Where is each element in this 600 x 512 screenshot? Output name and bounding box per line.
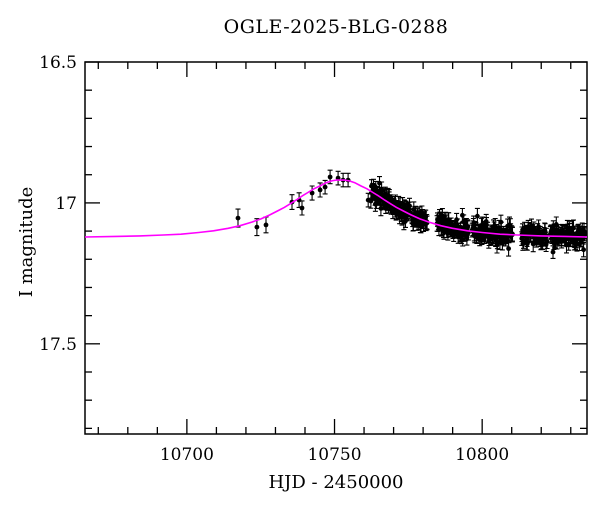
x-tick-label: 10700 (160, 445, 214, 465)
data-point (461, 219, 467, 225)
data-point (475, 213, 480, 219)
data-point (454, 217, 459, 223)
data-point (460, 237, 466, 243)
y-tick-label: 17 (55, 194, 77, 214)
data-point (377, 180, 382, 186)
x-tick-label: 10750 (307, 445, 361, 465)
data-point (498, 219, 504, 225)
data-point (480, 221, 485, 227)
data-point (531, 226, 537, 232)
data-point (582, 230, 587, 236)
data-point (423, 213, 429, 219)
data-point (451, 232, 457, 238)
data-point (536, 224, 541, 230)
data-point (553, 222, 559, 227)
data-point (566, 241, 572, 247)
data-point (411, 221, 416, 227)
data-point (438, 217, 444, 222)
data-point (373, 186, 379, 192)
data-point (550, 249, 556, 255)
data-point (530, 241, 536, 247)
data-point (544, 239, 550, 245)
data-point (492, 223, 498, 229)
y-tick-label: 16.5 (39, 53, 77, 73)
data-point (485, 227, 490, 233)
data-point (506, 246, 511, 252)
axis-ticks (85, 61, 587, 434)
data-point (403, 218, 408, 224)
data-point (483, 219, 489, 224)
data-point (309, 190, 315, 196)
data-point (535, 228, 540, 233)
plot-title: OGLE-2025-BLG-0288 (223, 16, 449, 38)
data-point (524, 241, 530, 247)
data-point (374, 199, 379, 205)
data-point (540, 239, 545, 245)
data-point (524, 236, 530, 242)
data-point (317, 187, 323, 193)
x-tick-label: 10800 (455, 445, 509, 465)
data-point (254, 224, 260, 230)
data-point (464, 235, 470, 240)
data-point (446, 217, 452, 223)
data-point (556, 229, 561, 235)
data-point (379, 186, 384, 192)
data-point (327, 174, 333, 180)
data-point (411, 207, 417, 212)
data-point (263, 222, 269, 228)
data-point (581, 247, 586, 253)
data-point (407, 203, 412, 209)
y-axis-label: I magnitude (16, 186, 37, 298)
tick-labels: 10700 10750 10800 16.5 17 17.5 (39, 53, 509, 465)
data-point (507, 223, 513, 229)
data-point (465, 224, 471, 230)
data-point (378, 206, 384, 211)
data-point (460, 212, 465, 218)
data-point (386, 194, 392, 200)
data-point (471, 221, 477, 226)
data-point (571, 225, 576, 231)
y-tick-label: 17.5 (39, 335, 77, 355)
data-point (235, 215, 241, 221)
data-point (322, 184, 328, 190)
data-point (484, 222, 489, 228)
data-point (299, 205, 305, 211)
data-point (542, 229, 548, 234)
plot-frame (84, 61, 588, 435)
data-point (368, 198, 374, 204)
model-curve (85, 179, 587, 238)
x-axis-label: HJD - 2450000 (268, 472, 404, 493)
